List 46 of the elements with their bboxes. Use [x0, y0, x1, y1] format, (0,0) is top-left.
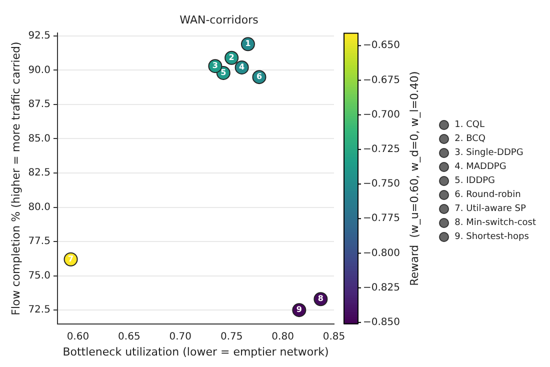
y-tick-label: 82.5 — [28, 168, 50, 179]
y-tick-label: 75.0 — [28, 270, 50, 282]
annotation: 4 — [239, 62, 246, 72]
y-axis-title: Flow completion % (higher = more traffic carried) — [9, 42, 22, 316]
color-bar-label: −0.825 — [363, 282, 400, 294]
y-tick-label: 87.5 — [28, 99, 50, 110]
color-bar-label: −0.750 — [363, 178, 400, 190]
x-axis-title: Bottleneck utilization (lower = emptier network) — [62, 345, 329, 358]
y-tick-label: 92.5 — [28, 30, 50, 42]
x-tick-label: 0.65 — [118, 331, 140, 342]
text: 6. Round-robin — [454, 189, 521, 202]
text: 2. BCQ — [454, 133, 486, 146]
color-bar-label: −0.725 — [363, 144, 400, 156]
color-bar-label: −0.650 — [363, 40, 400, 52]
text: 4. MADDPG — [454, 161, 506, 174]
color-bar-label: −0.775 — [363, 213, 400, 224]
annotation: 5 — [220, 68, 227, 78]
text: 3. Single-DDPG — [454, 147, 524, 160]
x-tick-label: 0.70 — [169, 331, 192, 342]
color-bar-title: Reward (w_u=0.60, w_d=0, w_l=0.40) — [408, 71, 421, 286]
annotation: 9 — [296, 305, 302, 314]
x-tick-label: 0.75 — [220, 331, 243, 342]
text: 1. CQL — [454, 119, 485, 132]
y-tick-label: 80.0 — [28, 202, 50, 213]
color-bar-label: −0.800 — [363, 248, 400, 259]
color-bar-label: −0.675 — [363, 74, 400, 86]
annotation: 3 — [212, 61, 218, 70]
x-tick-label: 0.60 — [66, 331, 90, 342]
x-tick-label: 0.85 — [322, 331, 346, 342]
text: 5. IDDPG — [454, 175, 496, 188]
annotation: 2 — [228, 52, 234, 62]
annotation: 8 — [318, 294, 324, 304]
y-tick-label: 72.5 — [28, 304, 50, 316]
chart-title: WAN-corridors — [180, 13, 259, 26]
text: 9. Shortest-hops — [454, 231, 529, 244]
color-bar-label: −0.700 — [363, 109, 400, 120]
text: 7. Util-aware SP — [454, 203, 526, 216]
annotation: 1 — [245, 39, 252, 48]
annotation: 6 — [256, 72, 262, 82]
text: 8. Min-switch-cost — [454, 217, 536, 230]
x-tick-label: 0.80 — [272, 331, 294, 342]
y-tick-label: 77.5 — [28, 236, 50, 248]
y-tick-label: 85.0 — [28, 133, 50, 144]
color-bar-label: −0.850 — [363, 317, 400, 328]
y-tick-label: 90.0 — [28, 64, 50, 76]
annotation: 7 — [68, 254, 74, 264]
